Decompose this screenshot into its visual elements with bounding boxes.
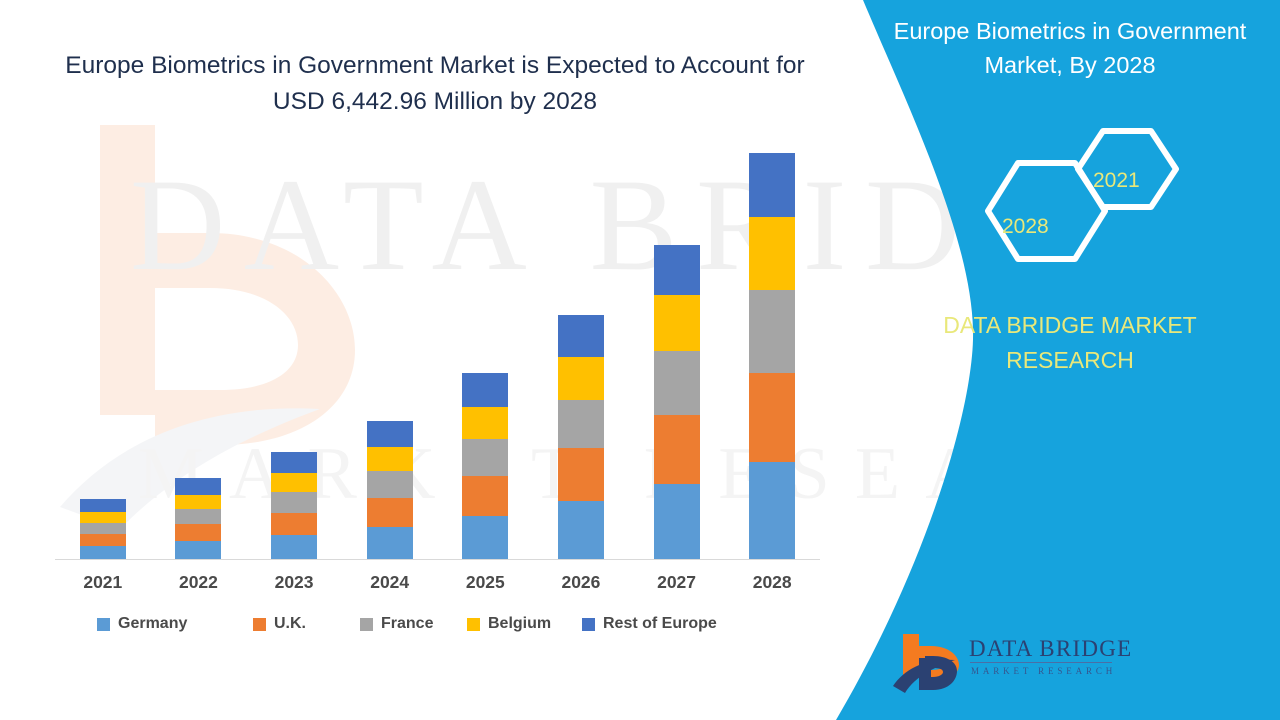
bar-segment[interactable] (557, 448, 604, 502)
bar-segment[interactable] (653, 484, 700, 559)
x-axis-line (55, 559, 820, 560)
legend-swatch-icon (97, 617, 110, 631)
bar-group[interactable] (79, 499, 126, 559)
bar-segment[interactable] (653, 351, 700, 416)
legend-swatch-icon (360, 617, 373, 631)
bar-segment[interactable] (175, 477, 222, 495)
bar-segment[interactable] (462, 515, 509, 559)
bar-segment[interactable] (749, 290, 796, 373)
hexagon-label-back: 2028 (1002, 215, 1049, 238)
x-axis-tick-labels: 2021 2022 2023 2024 2025 2026 2027 2028 (55, 572, 825, 600)
bar-segment[interactable] (653, 415, 700, 485)
legend-label: U.K. (274, 615, 306, 632)
x-axis-label: 2026 (561, 572, 601, 592)
legend-label: France (381, 615, 434, 632)
bar-segment[interactable] (79, 499, 126, 513)
legend-label: Belgium (488, 615, 552, 632)
legend-item-germany[interactable]: Germany (97, 615, 187, 633)
bar-segment[interactable] (175, 524, 222, 541)
page-title: Europe Biometrics in Government Market i… (65, 52, 805, 115)
bar-segment[interactable] (79, 546, 126, 559)
bar-segment[interactable] (557, 501, 604, 559)
bar-group[interactable] (462, 373, 509, 559)
legend-swatch-icon (253, 617, 266, 631)
legend-label: Rest of Europe (603, 615, 717, 632)
bar-segment[interactable] (271, 452, 318, 474)
x-axis-label: 2021 (83, 572, 123, 592)
chart-legend: Germany U.K. France Belgium Rest of Europe (55, 615, 825, 643)
bar-segment[interactable] (175, 509, 222, 525)
bar-group[interactable] (366, 421, 413, 559)
bar-segment[interactable] (749, 153, 796, 218)
legend-item-u-k[interactable]: U.K. (253, 615, 306, 633)
legend-label: Germany (118, 615, 188, 632)
x-axis-label: 2028 (752, 572, 792, 592)
bar-segment[interactable] (79, 522, 126, 535)
company-name-text: DATA BRIDGE MARKET RESEARCH (943, 312, 1197, 373)
bar-group[interactable] (271, 452, 318, 559)
bar-group[interactable] (749, 153, 796, 559)
right-panel-title: Europe Biometrics in Government Market, … (893, 18, 1247, 79)
bar-segment[interactable] (749, 217, 796, 291)
bar-segment[interactable] (557, 399, 604, 449)
stacked-bar-chart (55, 150, 825, 560)
bar-segment[interactable] (79, 534, 126, 547)
bar-segment[interactable] (366, 471, 413, 498)
bar-segment[interactable] (749, 372, 796, 463)
x-axis-label: 2025 (465, 572, 505, 592)
legend-swatch-icon (582, 617, 595, 631)
bar-segment[interactable] (271, 512, 318, 535)
legend-item-rest-of-europe[interactable]: Rest of Europe (582, 615, 717, 633)
bar-segment[interactable] (462, 475, 509, 516)
bar-segment[interactable] (557, 315, 604, 357)
x-axis-label: 2023 (274, 572, 314, 592)
x-axis-label: 2027 (657, 572, 697, 592)
bar-segment[interactable] (653, 244, 700, 296)
bar-group[interactable] (653, 244, 700, 559)
logo-divider (970, 662, 1112, 663)
bar-segment[interactable] (366, 497, 413, 528)
hexagon-shapes-icon (985, 128, 1179, 262)
bar-segment[interactable] (79, 512, 126, 523)
bar-segment[interactable] (462, 439, 509, 476)
plot-area (55, 150, 825, 560)
bar-group[interactable] (557, 315, 604, 559)
x-axis-label: 2024 (370, 572, 410, 592)
hexagon-year-badges: 2021 2028 (970, 125, 1180, 290)
bar-segment[interactable] (749, 462, 796, 559)
legend-swatch-icon (467, 617, 480, 631)
data-bridge-logo: DATA BRIDGE MARKET RESEARCH (893, 628, 1131, 696)
bar-segment[interactable] (271, 534, 318, 559)
legend-item-belgium[interactable]: Belgium (467, 615, 551, 633)
bar-segment[interactable] (462, 406, 509, 440)
bar-segment[interactable] (175, 540, 222, 559)
logo-mark-icon (893, 634, 959, 693)
bar-segment[interactable] (653, 295, 700, 352)
bar-group[interactable] (175, 477, 222, 559)
chart-panel: DATA BRIDGE MARKET RESEARCH Europe Biome… (55, 52, 975, 643)
hexagon-label-front: 2021 (1093, 169, 1140, 192)
right-panel-content: Europe Biometrics in Government Market, … (860, 0, 1280, 720)
legend-item-france[interactable]: France (360, 615, 433, 633)
bar-segment[interactable] (271, 492, 318, 513)
logo-wordmark: DATA BRIDGE (969, 636, 1133, 661)
bar-segment[interactable] (366, 446, 413, 472)
bar-segment[interactable] (366, 421, 413, 447)
bar-segment[interactable] (271, 473, 318, 493)
x-axis-label: 2022 (178, 572, 218, 592)
bar-segment[interactable] (462, 373, 509, 407)
bar-segment[interactable] (366, 527, 413, 559)
logo-tagline: MARKET RESEARCH (971, 666, 1117, 676)
bar-segment[interactable] (175, 494, 222, 510)
bar-segment[interactable] (557, 356, 604, 400)
